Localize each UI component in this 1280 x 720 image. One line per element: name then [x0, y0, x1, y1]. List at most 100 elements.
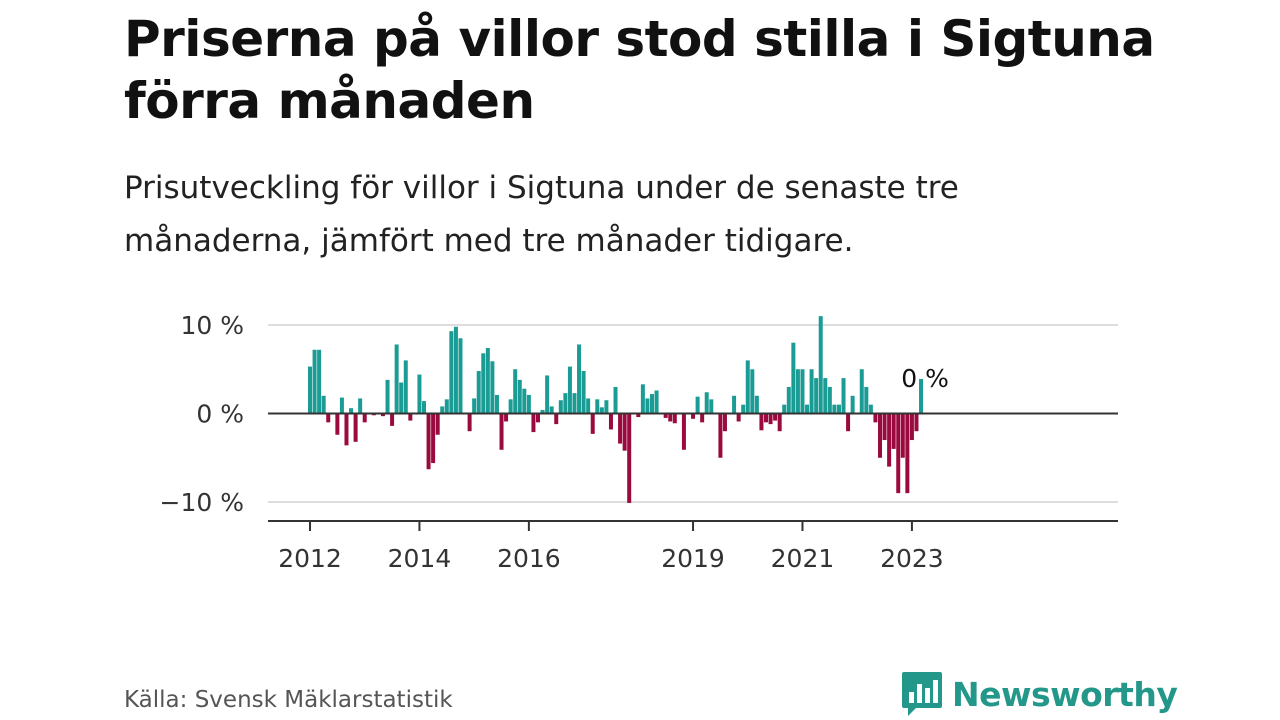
bar: [795, 369, 800, 414]
bar: [308, 366, 312, 414]
bar: [668, 413, 673, 422]
bar: [691, 413, 696, 419]
bar: [882, 413, 887, 441]
bar: [581, 371, 586, 414]
bar: [695, 396, 700, 414]
x-tick-label: 2012: [278, 544, 342, 573]
bar: [326, 413, 331, 423]
bar: [773, 413, 778, 421]
bar: [358, 398, 363, 414]
chart-title: Priserna på villor stod stilla i Sigtuna…: [124, 10, 1155, 130]
bar: [517, 379, 522, 414]
bar: [444, 399, 449, 414]
bar: [800, 369, 805, 414]
bar: [508, 399, 513, 414]
bar: [836, 404, 841, 414]
bar: [353, 413, 358, 442]
source-credit: Källa: Svensk Mäklarstatistik: [124, 687, 453, 713]
bar: [613, 386, 618, 414]
bar: [312, 349, 317, 414]
x-tick-label: 2016: [497, 544, 561, 573]
bar: [850, 395, 855, 414]
bar: [577, 344, 582, 414]
bar: [722, 413, 727, 432]
y-tick-label: 10 %: [180, 311, 244, 340]
y-tick-label: 0 %: [196, 400, 244, 429]
bar: [786, 386, 791, 414]
bar: [909, 413, 914, 441]
bar: [504, 413, 509, 422]
bar: [809, 369, 814, 414]
bar: [422, 401, 426, 414]
bar: [654, 390, 659, 414]
bar: [339, 397, 344, 414]
x-tick-label: 2021: [771, 544, 835, 573]
bar: [846, 413, 851, 432]
bar: [608, 413, 613, 430]
bar: [805, 404, 810, 414]
bar: [554, 413, 559, 425]
bar: [896, 413, 901, 494]
bar: [563, 393, 568, 414]
bar: [385, 379, 390, 414]
bar: [604, 400, 609, 414]
bar: [476, 371, 481, 414]
bar: [868, 404, 873, 414]
bar: [704, 392, 709, 414]
bar: [681, 413, 686, 450]
bar: [718, 413, 723, 458]
bar: [732, 395, 737, 414]
bar: [663, 413, 668, 418]
x-tick-label: 2014: [388, 544, 452, 573]
bar: [919, 378, 924, 414]
bar: [426, 413, 431, 470]
newsworthy-logo-icon: [902, 672, 942, 716]
bar: [745, 360, 750, 414]
bar: [759, 413, 764, 431]
bar: [595, 399, 600, 414]
bar: [832, 404, 837, 414]
bar: [522, 388, 527, 414]
brand-logo: Newsworthy: [900, 670, 1178, 718]
bar: [905, 413, 910, 494]
bar: [599, 407, 604, 414]
axes: 10 % 0 % −10 % 2012 2014 2016 2019 2021 2023: [160, 311, 1118, 573]
bar: [513, 369, 518, 414]
bar: [900, 413, 905, 458]
bar: [472, 398, 477, 414]
bar: [440, 406, 445, 414]
brand-name: Newsworthy: [952, 674, 1178, 714]
x-tick-label: 2019: [661, 544, 725, 573]
bar: [408, 413, 413, 421]
bar: [435, 413, 440, 435]
bar: [768, 413, 773, 425]
bar: [481, 353, 486, 414]
bar: [545, 375, 550, 414]
bar: [750, 369, 755, 414]
bar: [317, 349, 322, 414]
bar: [777, 413, 782, 432]
bar: [878, 413, 882, 458]
bar: [399, 382, 404, 414]
bar: [453, 326, 458, 414]
bar: [650, 394, 654, 414]
bar-chart: 10 % 0 % −10 % 2012 2014 2016 2019 2021 2023 0 %: [160, 311, 1118, 573]
bar: [618, 413, 623, 444]
bar: [622, 413, 627, 451]
bar: [390, 413, 395, 426]
bar: [891, 413, 896, 449]
bar: [672, 413, 677, 424]
bar: [449, 331, 454, 414]
bar: [754, 395, 759, 414]
end-value-label: 0 %: [901, 364, 949, 393]
bar: [485, 348, 490, 414]
bar: [764, 413, 768, 423]
bar: [431, 413, 436, 464]
bar: [864, 386, 869, 414]
y-tick-label: −10 %: [160, 488, 244, 517]
chart-subtitle: Prisutveckling för villor i Sigtuna unde…: [124, 170, 959, 259]
bar-series: [308, 316, 924, 503]
bar: [417, 374, 422, 414]
bar: [645, 398, 650, 414]
bar: [403, 360, 408, 414]
